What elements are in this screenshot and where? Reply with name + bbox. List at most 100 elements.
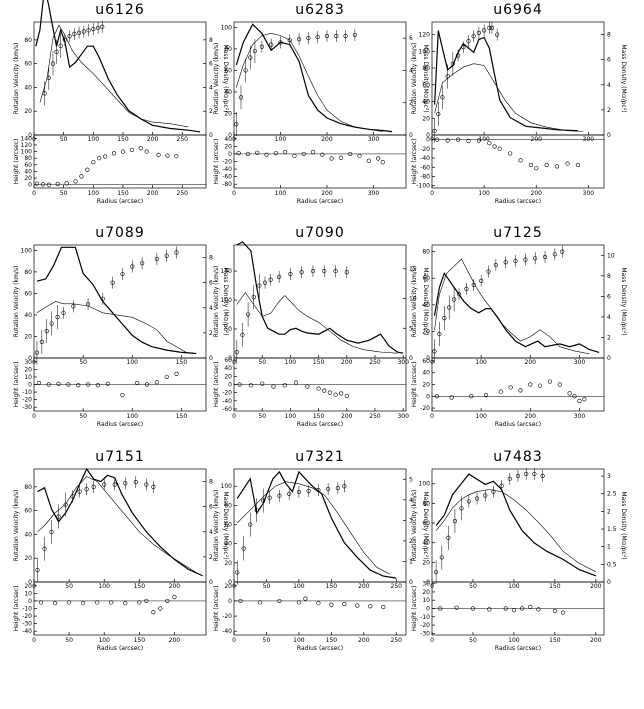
rotation-point <box>466 499 471 504</box>
rotation-point <box>552 252 557 257</box>
rotation-point <box>62 37 67 42</box>
height-point <box>34 181 40 186</box>
x-tick-label: 200 <box>147 136 159 143</box>
y2-tick-label: 0 <box>409 355 413 362</box>
height-point <box>76 383 81 388</box>
x-tick-label: 300 <box>574 413 586 420</box>
height-point <box>151 610 156 615</box>
x-tick-label: 200 <box>341 359 353 366</box>
y-tick-label: 40 <box>24 312 32 319</box>
height-plot-frame <box>233 134 407 189</box>
rotation-plot-frame <box>431 21 605 136</box>
h-tick-label: -20 <box>420 146 430 153</box>
height-axis-label: Height (arcsec) <box>411 362 418 408</box>
height-point <box>137 600 142 605</box>
rotation-point <box>479 278 484 283</box>
y-tick-label: 0 <box>28 579 32 586</box>
height-axis-label: Height (arcsec) <box>13 139 20 185</box>
rotation-point <box>102 482 107 487</box>
x-tick-label: 200 <box>321 136 333 143</box>
panel-u7483: u748300505010010015015020020002040608010… <box>411 449 627 652</box>
radius-axis-label: Radius (arcsec) <box>97 421 143 428</box>
x-tick-label: 0 <box>232 637 236 644</box>
h-tick-label: -40 <box>222 166 232 173</box>
y2-tick-label: 5 <box>409 325 413 332</box>
h-tick-label: 20 <box>224 143 232 150</box>
rotation-point <box>91 27 96 32</box>
height-point <box>503 606 508 611</box>
rotation-point <box>267 495 272 500</box>
panel-title: u7483 <box>493 449 543 465</box>
y2-tick-label: 1 <box>409 558 413 565</box>
h-tick-label: 120 <box>21 142 33 149</box>
radius-axis-label: Radius (arcsec) <box>97 645 143 652</box>
height-point <box>91 160 96 165</box>
height-point <box>434 394 440 399</box>
x-tick-label: 100 <box>275 136 287 143</box>
height-point <box>487 607 492 612</box>
rotation-point <box>322 268 327 274</box>
panel-title: u7089 <box>95 225 145 241</box>
x-tick-label: 300 <box>397 359 409 366</box>
h-tick-label: -60 <box>222 406 232 413</box>
y-tick-label: 80 <box>422 249 430 256</box>
rotation-plot-frame <box>431 468 605 583</box>
h-tick-label: -40 <box>222 398 232 405</box>
y-tick-label: 60 <box>422 275 430 282</box>
height-point <box>120 149 126 154</box>
rotation-point <box>84 487 89 492</box>
height-point <box>95 383 100 388</box>
x-tick-label: 0 <box>32 637 36 644</box>
rotation-point <box>277 274 282 279</box>
height-point <box>238 598 243 604</box>
height-point <box>46 382 51 387</box>
h-tick-label: 20 <box>24 175 32 182</box>
rotation-point <box>262 280 268 285</box>
y2-tick-label: 6 <box>607 293 611 300</box>
h-tick-label: -20 <box>22 397 32 404</box>
height-point <box>260 381 265 386</box>
height-point <box>271 384 276 389</box>
height-point <box>316 601 321 606</box>
height-point <box>518 388 523 393</box>
y-tick-label: 60 <box>24 508 32 515</box>
height-point <box>103 154 108 159</box>
height-point <box>565 161 570 166</box>
x-tick-label: 200 <box>358 583 370 590</box>
rotation-axis-label: Rotation Velocity (km/s) <box>411 266 418 338</box>
height-point <box>36 380 42 386</box>
height-point <box>557 382 562 387</box>
h-tick-label: -60 <box>222 174 232 181</box>
y2-tick-label: 4 <box>607 314 611 321</box>
density-axis-label: Mass Density (M⊙/pc²) <box>422 44 429 112</box>
y-tick-label: 20 <box>224 110 232 117</box>
h-tick-label: 0 <box>28 382 32 389</box>
height-point <box>455 137 461 142</box>
rotation-point <box>123 481 128 486</box>
y2-tick-label: 0 <box>607 355 611 362</box>
height-point <box>38 600 44 605</box>
rotation-point <box>466 39 471 44</box>
x-tick-label: 200 <box>169 637 181 644</box>
rotation-point <box>278 40 283 45</box>
height-point <box>129 147 134 153</box>
y-tick-label: 100 <box>221 24 233 31</box>
x-tick-label: 100 <box>285 413 297 420</box>
rotation-point <box>335 486 340 491</box>
height-point <box>329 602 334 607</box>
height-point <box>236 151 241 156</box>
x-tick-label: 100 <box>127 359 139 366</box>
height-point <box>79 174 84 179</box>
height-point <box>40 182 45 187</box>
h-tick-label: 10 <box>24 374 32 381</box>
height-point <box>257 600 263 605</box>
rotation-point <box>154 256 159 262</box>
rotation-point <box>243 68 248 73</box>
height-point <box>303 596 308 601</box>
x-tick-label: 100 <box>475 413 487 420</box>
rotation-point <box>235 570 240 575</box>
density-profile-thick <box>435 473 597 577</box>
x-tick-label: 0 <box>32 190 36 197</box>
y2-tick-label: 3 <box>607 473 611 480</box>
